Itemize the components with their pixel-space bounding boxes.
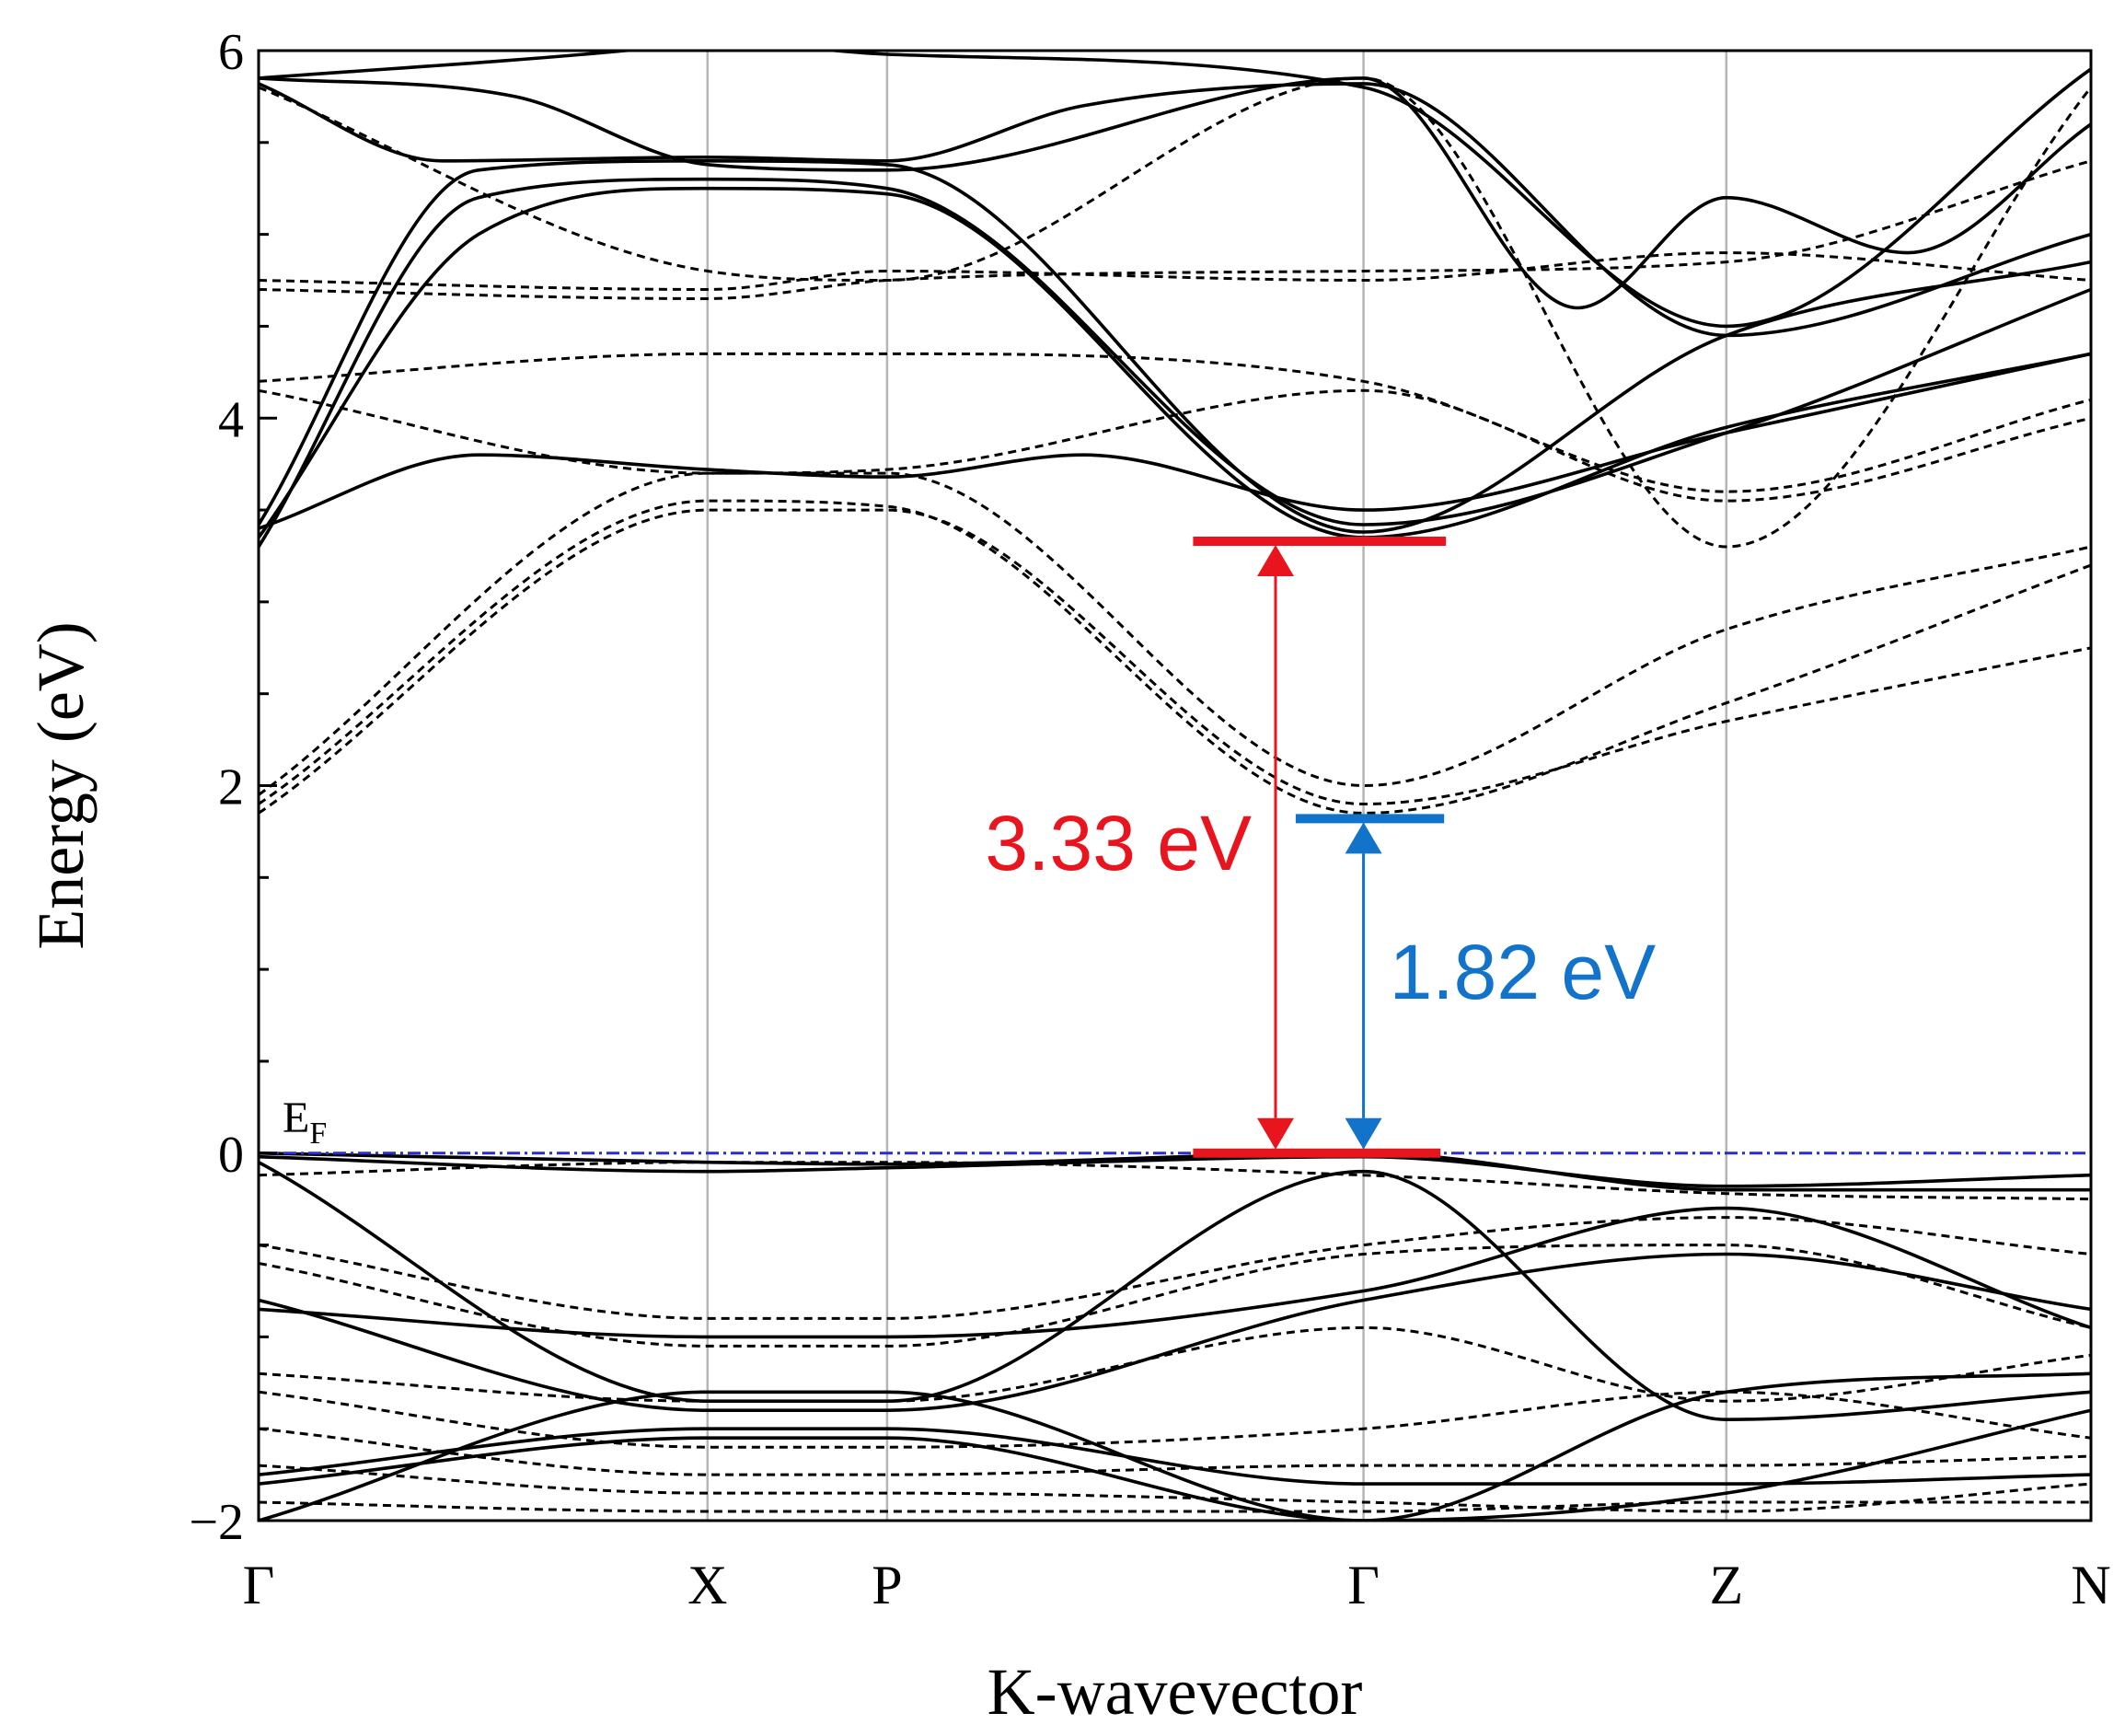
x-tick-label-5: N [2071, 1555, 2110, 1615]
y-axis-ticks: −2 0 2 4 6 [189, 24, 277, 1551]
solid-bands-band-4 [259, 76, 2091, 310]
solid-bands-band-14 [259, 1371, 2091, 1521]
fermi-level-label-main: E [283, 1094, 309, 1142]
gap-0-arrow-head-down [1257, 1117, 1295, 1150]
solid-bands-band-6 [259, 352, 2091, 530]
dashed-bands-band-7 [259, 76, 2091, 549]
x-tick-label-1: X [687, 1555, 727, 1615]
x-tick-label-0: Γ [243, 1555, 275, 1615]
kpoint-gridlines [706, 51, 1728, 1521]
x-tick-label-2: P [872, 1555, 902, 1615]
x-axis-label: K-wavevector [987, 1655, 1363, 1729]
band-gap-annotations: 3.33 eV 1.82 eV [985, 536, 1657, 1158]
dashed-bands-band-0 [259, 508, 2091, 815]
solid-bands-band-8 [259, 1151, 2091, 1192]
dashed-bands-band-1 [259, 499, 2091, 815]
gap-0-label: 3.33 eV [985, 800, 1252, 886]
dashed-bands [259, 76, 2091, 1513]
x-tick-label-3: Γ [1347, 1555, 1380, 1615]
fermi-level-label-sub: F [309, 1117, 327, 1151]
gap-1-label: 1.82 eV [1390, 929, 1657, 1015]
y-tick-label-4: 6 [218, 24, 244, 81]
dashed-bands-band-3 [259, 352, 2091, 493]
dashed-bands-band-6 [259, 159, 2091, 301]
y-tick-label-2: 2 [218, 759, 244, 816]
dashed-bands-band-13 [259, 1427, 2091, 1476]
gap-1-arrow-head-up [1345, 822, 1382, 854]
solid-bands-band-11 [259, 1206, 2091, 1339]
solid-bands-band-2 [259, 159, 2091, 534]
solid-bands [259, 51, 2091, 1521]
dashed-bands-band-14 [259, 1464, 2091, 1513]
solid-bands-band-0 [259, 186, 2091, 539]
solid-bands-band-3 [259, 82, 2091, 338]
dashed-bands-band-5 [259, 251, 2091, 292]
dashed-bands-band-15 [259, 1500, 2091, 1513]
dashed-bands-band-9 [259, 1216, 2091, 1320]
y-axis-label: Energy (eV) [24, 621, 98, 950]
dashed-bands-band-10 [259, 1244, 2091, 1348]
x-tick-label-4: Z [1709, 1555, 1743, 1615]
dashed-bands-band-11 [259, 1325, 2091, 1403]
solid-bands-band-13 [259, 1408, 2091, 1521]
gap-1-arrow-head-down [1345, 1117, 1382, 1150]
gap-0-arrow-head-up [1257, 544, 1295, 576]
fermi-level-label: EF [283, 1094, 327, 1151]
y-tick-label-3: 4 [218, 391, 244, 448]
solid-bands-band-5 [259, 51, 2091, 329]
dashed-bands-band-8 [259, 1161, 2091, 1201]
y-tick-label-0: −2 [189, 1494, 244, 1551]
solid-bands-band-10 [259, 1252, 2091, 1413]
solid-bands-band-9 [259, 1161, 2091, 1422]
solid-bands-band-7 [259, 1154, 2091, 1188]
dashed-bands-band-2 [259, 471, 2091, 796]
y-tick-label-1: 0 [218, 1127, 244, 1184]
